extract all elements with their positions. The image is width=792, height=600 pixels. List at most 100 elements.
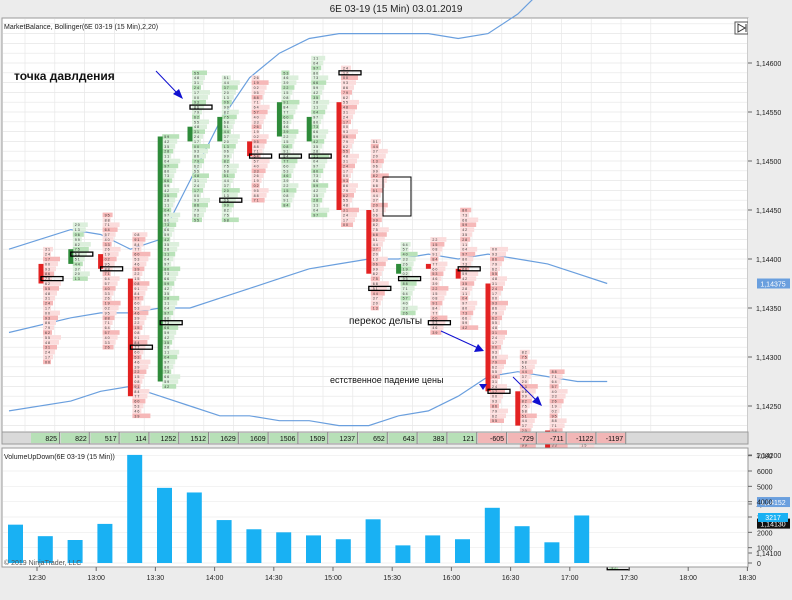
cluster-level bbox=[370, 222, 380, 227]
cluster-level bbox=[370, 227, 389, 232]
cluster-value: 3 3 bbox=[105, 292, 110, 296]
cluster-level bbox=[430, 330, 442, 335]
cluster-level bbox=[251, 124, 262, 129]
cluster-value: 2 4 bbox=[343, 164, 348, 168]
cluster-value: 6 8 bbox=[522, 360, 527, 364]
cluster-value: 5 1 bbox=[373, 287, 378, 291]
time-label: 17:00 bbox=[561, 575, 579, 582]
cluster-value: 4 4 bbox=[373, 145, 378, 149]
cluster-level bbox=[221, 178, 233, 183]
cluster-value: 1 7 bbox=[492, 292, 497, 296]
cluster-value: 7 7 bbox=[283, 160, 288, 164]
cluster-level bbox=[281, 163, 296, 169]
cluster-level bbox=[221, 193, 238, 198]
cluster-value: 5 1 bbox=[373, 189, 378, 193]
cluster-value: 6 2 bbox=[492, 365, 497, 369]
cluster-level bbox=[162, 232, 173, 237]
cluster-value: 4 2 bbox=[462, 277, 467, 281]
cluster-level bbox=[341, 207, 359, 213]
volume-axis-labels: 70006000500040003000200010000 bbox=[748, 454, 773, 568]
poc-box bbox=[278, 153, 303, 159]
delta-cell bbox=[537, 433, 566, 443]
cluster-value: 4 8 bbox=[343, 204, 348, 208]
cluster-level bbox=[162, 242, 180, 247]
delta-value: 652 bbox=[373, 436, 385, 443]
cluster-value: 5 5 bbox=[194, 218, 199, 222]
cluster-level bbox=[281, 188, 297, 193]
cluster-level bbox=[162, 325, 179, 330]
cluster-value: 2 8 bbox=[462, 287, 467, 291]
price-label: 1,14550 bbox=[756, 110, 781, 117]
cluster-value: 1 7 bbox=[492, 390, 497, 394]
cluster-level bbox=[72, 242, 91, 247]
cluster-level bbox=[400, 256, 416, 262]
price-label: 1,14250 bbox=[756, 404, 781, 411]
cluster-value: 8 4 bbox=[283, 204, 288, 208]
delta-value: 383 bbox=[433, 436, 445, 443]
cluster-value: 5 3 bbox=[134, 258, 139, 262]
price-axis[interactable] bbox=[748, 18, 792, 432]
cluster-level bbox=[519, 413, 537, 419]
cluster-level bbox=[162, 281, 175, 286]
cluster-value: 1 9 bbox=[254, 179, 259, 183]
cluster-level bbox=[162, 188, 180, 193]
time-label: 18:30 bbox=[739, 575, 757, 582]
volume-axis-label: 0 bbox=[757, 561, 761, 568]
cluster-value: 9 9 bbox=[373, 218, 378, 222]
cluster-value: 6 2 bbox=[343, 96, 348, 100]
cluster-value: 3 3 bbox=[254, 169, 259, 173]
cluster-level bbox=[400, 246, 409, 252]
cluster-level bbox=[251, 139, 267, 144]
cluster-value: 4 2 bbox=[164, 140, 169, 144]
cluster-value: 3 3 bbox=[403, 258, 408, 262]
cluster-level bbox=[519, 408, 528, 414]
cluster-level bbox=[490, 413, 506, 419]
cluster-value: 6 2 bbox=[343, 145, 348, 149]
cluster-level bbox=[549, 403, 562, 409]
cluster-level bbox=[132, 389, 150, 394]
cluster-level bbox=[519, 398, 532, 404]
cluster-level bbox=[43, 295, 55, 301]
cluster-value: 0 0 bbox=[492, 248, 497, 252]
cluster-level bbox=[341, 134, 356, 139]
cluster-value: 8 0 bbox=[462, 307, 467, 311]
cluster-value: 8 4 bbox=[134, 341, 139, 345]
cluster-level bbox=[490, 315, 502, 321]
cluster-value: 3 9 bbox=[283, 179, 288, 183]
cluster-level bbox=[281, 70, 290, 76]
cluster-value: 4 2 bbox=[313, 140, 318, 144]
cluster-value: 0 8 bbox=[432, 248, 437, 252]
cluster-level bbox=[72, 261, 83, 267]
cluster-level bbox=[132, 291, 146, 296]
cluster-value: 5 1 bbox=[373, 140, 378, 144]
cluster-level bbox=[341, 139, 354, 144]
cluster-value: 3 5 bbox=[164, 194, 169, 198]
candle-body bbox=[366, 210, 372, 274]
cluster-level bbox=[430, 300, 443, 306]
cluster-value: 3 5 bbox=[164, 243, 169, 247]
cluster-value: 3 5 bbox=[164, 145, 169, 149]
cluster-level bbox=[430, 310, 439, 316]
cluster-value: 2 8 bbox=[164, 150, 169, 154]
cluster-value: 7 3 bbox=[313, 76, 318, 80]
cluster-value: 8 4 bbox=[432, 258, 437, 262]
play-icon[interactable] bbox=[734, 21, 749, 35]
cluster-value: 4 6 bbox=[432, 277, 437, 281]
cluster-level bbox=[370, 139, 381, 144]
cluster-value: 8 4 bbox=[134, 243, 139, 247]
candle-body bbox=[455, 268, 461, 279]
cluster-value: 9 3 bbox=[194, 199, 199, 203]
cluster-value: 4 2 bbox=[164, 189, 169, 193]
cluster-level bbox=[430, 295, 445, 301]
cluster-value: 6 2 bbox=[194, 213, 199, 217]
volume-bar bbox=[216, 520, 232, 563]
cluster-value: 9 7 bbox=[164, 360, 169, 364]
cluster-value: 3 3 bbox=[254, 120, 259, 124]
cluster-value: 4 8 bbox=[194, 125, 199, 129]
cluster-level bbox=[519, 384, 538, 389]
cluster-level bbox=[579, 442, 595, 448]
cluster-value: 2 8 bbox=[164, 248, 169, 252]
cluster-level bbox=[102, 251, 119, 257]
arrow-icon bbox=[512, 376, 542, 406]
